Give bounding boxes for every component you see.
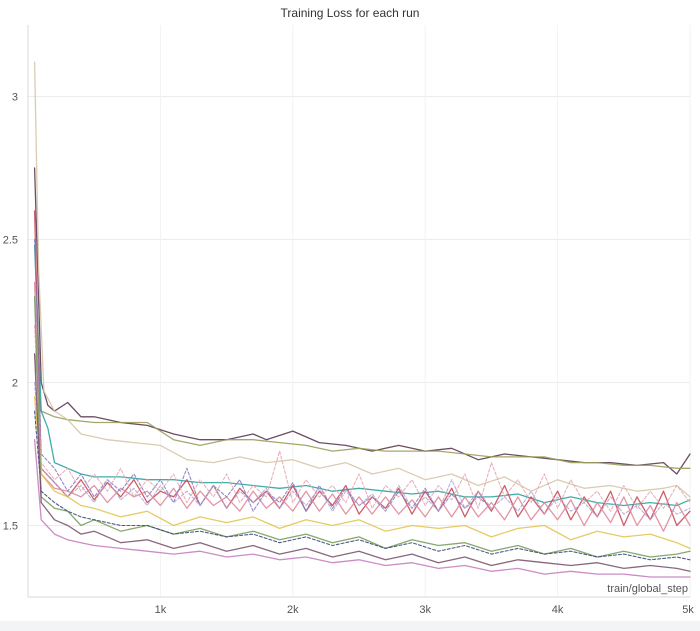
y-tick-label: 1.5 xyxy=(3,521,18,533)
series-line-14 xyxy=(33,439,691,578)
y-tick-label: 3 xyxy=(12,92,18,104)
series-line-1 xyxy=(33,167,691,475)
x-axis-label: train/global_step xyxy=(607,583,688,595)
series-line-5 xyxy=(33,210,691,527)
series-line-10 xyxy=(33,396,691,550)
chart-title: Training Loss for each run xyxy=(281,6,420,20)
y-tick-label: 2.5 xyxy=(3,235,18,247)
y-tick-label: 2 xyxy=(12,378,18,390)
series-line-6 xyxy=(33,281,691,532)
axes xyxy=(27,25,690,598)
x-tick-label: 3k xyxy=(419,604,431,616)
x-tick-label: 4k xyxy=(552,604,564,616)
series-line-3 xyxy=(33,61,691,498)
x-tick-label: 5k xyxy=(682,604,694,616)
series-line-9 xyxy=(34,381,691,521)
x-tick-label: 2k xyxy=(287,604,299,616)
series-line-12 xyxy=(34,410,691,561)
series-line-11 xyxy=(33,296,691,558)
series-line-7 xyxy=(34,238,486,512)
series-line-13 xyxy=(33,353,691,572)
bottom-strip xyxy=(0,621,700,631)
series-group xyxy=(33,61,691,578)
gridlines xyxy=(28,25,691,597)
tick-labels: 1.5 2 2.5 3 1k 2k 3k 4k 5k xyxy=(3,92,695,617)
x-tick-label: 1k xyxy=(155,604,167,616)
series-line-2 xyxy=(33,353,691,469)
series-line-8 xyxy=(34,324,691,512)
series-line-4 xyxy=(33,244,691,507)
